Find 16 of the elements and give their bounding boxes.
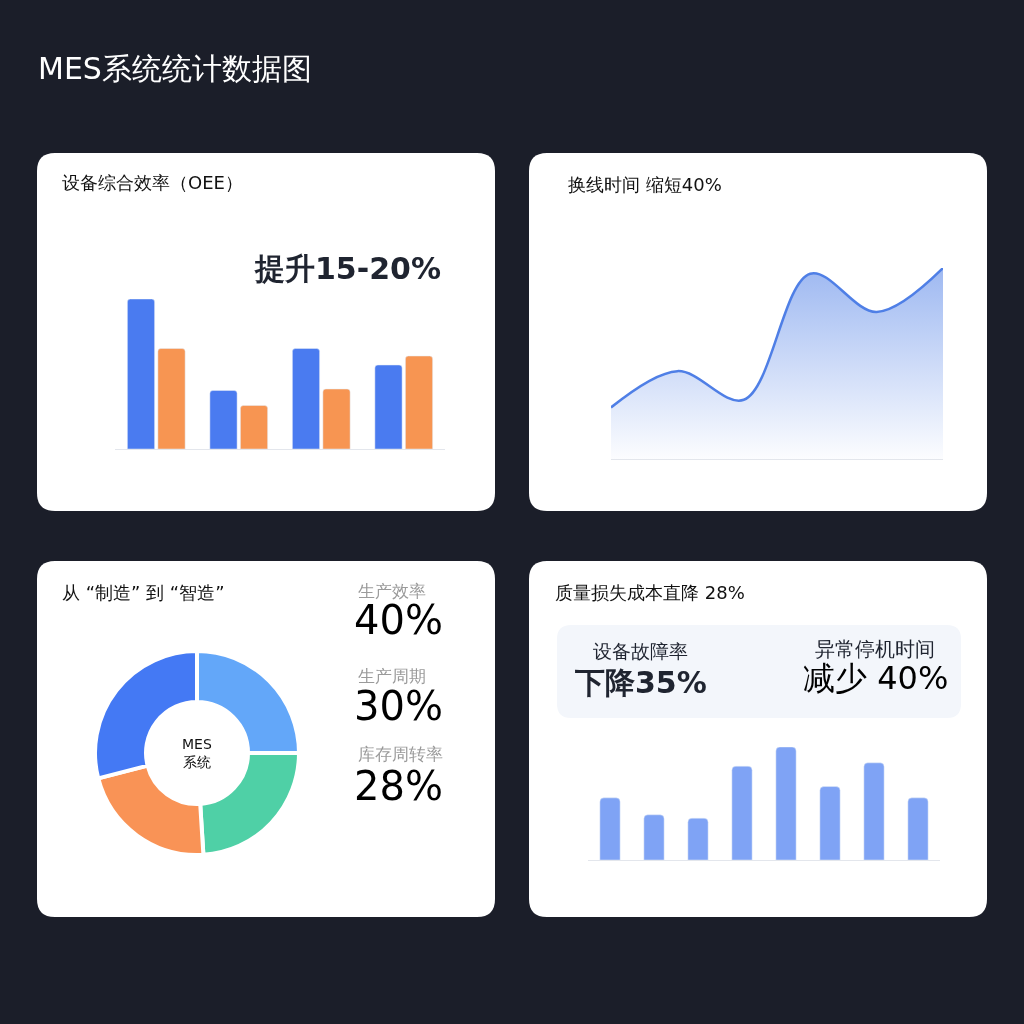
text: 下降35% [574,665,707,700]
chart-title: 设备综合效率（OEE） [62,172,243,193]
text: 异常停机时间 [815,637,935,661]
text: MES系统统计数据图 [38,51,312,86]
chart-title: 换线时间 缩短40% [568,174,722,195]
text: 提升15-20% [254,251,442,286]
chart-title: 从 “制造” 到 “智造” [62,582,225,603]
text: MES 系统 [182,736,212,771]
text: 30% [354,683,443,729]
chart-title: 质量损失成本直降 28% [555,582,745,603]
text: 减少 40% [803,659,949,697]
text: 库存周转率 [358,744,443,764]
text: 生产周期 [358,666,426,686]
text: 设备故障率 [593,640,688,662]
text: 28% [354,763,443,809]
text: 生产效率 [358,581,426,601]
